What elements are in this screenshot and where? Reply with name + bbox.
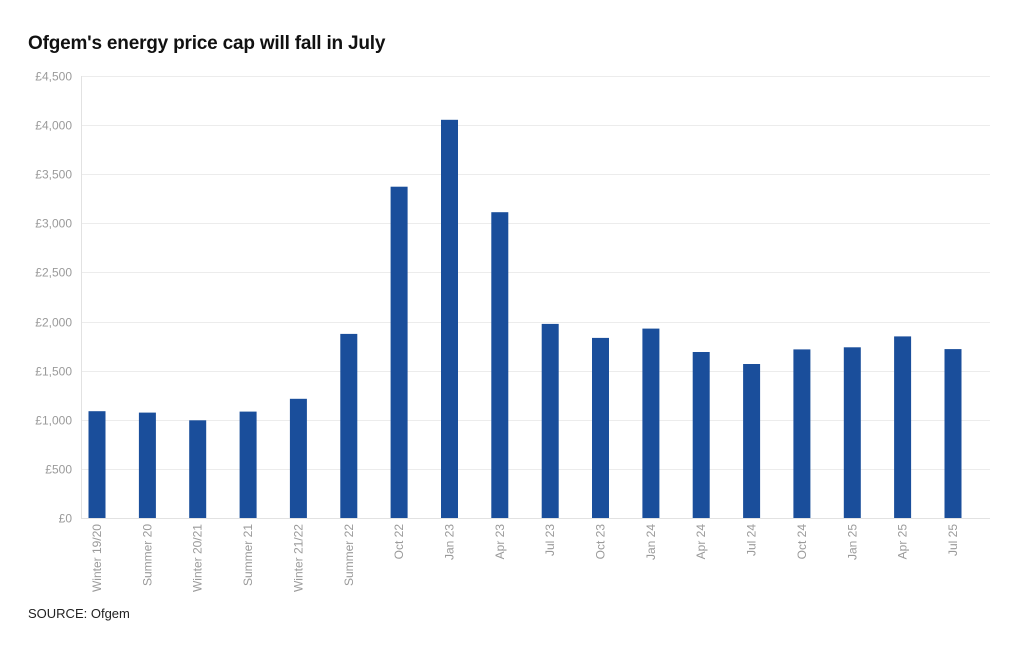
x-tick-label: Oct 23 xyxy=(594,524,608,560)
y-tick-label: £1,000 xyxy=(35,414,72,428)
bar xyxy=(692,352,710,518)
y-tick-label: £3,500 xyxy=(35,168,72,182)
bar xyxy=(541,323,559,518)
x-tick-label: Jan 23 xyxy=(443,524,457,560)
x-tick-label: Jan 25 xyxy=(845,524,859,560)
y-tick-label: £2,000 xyxy=(35,316,72,330)
bar xyxy=(843,347,861,518)
chart-title: Ofgem's energy price cap will fall in Ju… xyxy=(28,33,386,54)
x-tick-label: Summer 20 xyxy=(140,524,154,586)
y-tick-label: £2,500 xyxy=(35,266,72,280)
x-tick-label: Apr 25 xyxy=(896,524,910,560)
x-tick-label: Jan 24 xyxy=(644,524,658,560)
y-tick-label: £1,500 xyxy=(35,365,72,379)
y-axis-ticks: £0 £500 £1,000 £1,500 £2,000 £2,500 £3,000 £3,5… xyxy=(35,70,72,526)
x-tick-label: Jul 23 xyxy=(543,524,557,556)
gridlines xyxy=(81,76,990,519)
x-tick-label: Summer 21 xyxy=(241,524,255,586)
bar xyxy=(793,349,811,518)
bar xyxy=(592,337,609,518)
bar xyxy=(642,328,660,518)
x-tick-label: Winter 19/20 xyxy=(90,524,104,592)
x-tick-label: Summer 22 xyxy=(342,524,356,586)
bar xyxy=(189,420,207,518)
bar xyxy=(491,212,509,518)
bar xyxy=(390,186,408,518)
bar xyxy=(88,411,106,518)
x-tick-label: Oct 22 xyxy=(392,524,406,560)
x-tick-label: Oct 24 xyxy=(795,524,809,560)
bar xyxy=(441,119,458,519)
x-axis-ticks: Winter 19/20 Summer 20 Winter 20/21 Summer … xyxy=(90,524,960,592)
x-tick-label: Winter 21/22 xyxy=(291,524,305,592)
x-tick-label: Jul 25 xyxy=(946,524,960,556)
bar xyxy=(944,349,962,518)
y-tick-label: £0 xyxy=(59,512,73,526)
y-tick-label: £4,500 xyxy=(35,70,72,84)
bar xyxy=(138,412,156,518)
y-tick-label: £3,000 xyxy=(35,217,72,231)
y-tick-label: £4,000 xyxy=(35,119,72,133)
bar xyxy=(239,411,257,518)
y-tick-label: £500 xyxy=(45,463,72,477)
bar xyxy=(340,333,358,518)
bars xyxy=(88,119,962,519)
x-tick-label: Winter 20/21 xyxy=(191,524,205,592)
bar xyxy=(894,336,912,518)
bar xyxy=(289,398,307,518)
x-tick-label: Apr 24 xyxy=(694,524,708,560)
bar xyxy=(743,364,761,518)
x-tick-label: Jul 24 xyxy=(745,524,759,556)
x-tick-label: Apr 23 xyxy=(493,524,507,560)
source-note: SOURCE: Ofgem xyxy=(28,606,130,621)
